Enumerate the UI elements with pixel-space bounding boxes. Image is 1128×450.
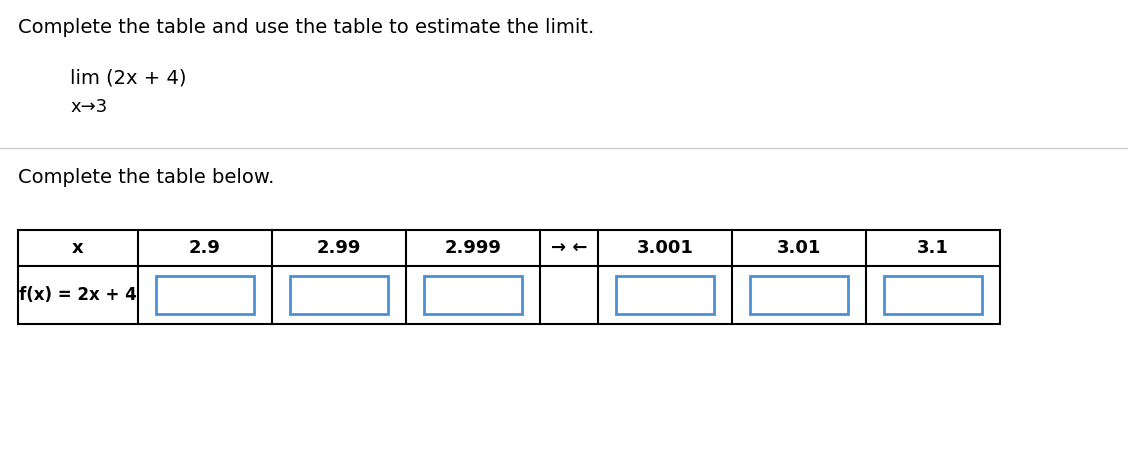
Text: 3.01: 3.01 — [777, 239, 821, 257]
Text: f(x) = 2x + 4: f(x) = 2x + 4 — [19, 286, 136, 304]
Bar — [616, 276, 714, 314]
Bar — [290, 276, 388, 314]
Text: 3.001: 3.001 — [636, 239, 694, 257]
Text: 2.9: 2.9 — [190, 239, 221, 257]
Bar — [156, 276, 254, 314]
Bar — [18, 230, 1001, 324]
Text: 2.999: 2.999 — [444, 239, 502, 257]
Bar — [424, 276, 522, 314]
Text: x: x — [72, 239, 83, 257]
Bar — [750, 276, 848, 314]
Text: 2.99: 2.99 — [317, 239, 361, 257]
Text: → ←: → ← — [550, 239, 588, 257]
Text: 3.1: 3.1 — [917, 239, 949, 257]
Text: Complete the table below.: Complete the table below. — [18, 168, 274, 187]
Text: x→3: x→3 — [70, 98, 107, 116]
Bar — [884, 276, 982, 314]
Text: lim (2x + 4): lim (2x + 4) — [70, 68, 186, 87]
Text: Complete the table and use the table to estimate the limit.: Complete the table and use the table to … — [18, 18, 594, 37]
